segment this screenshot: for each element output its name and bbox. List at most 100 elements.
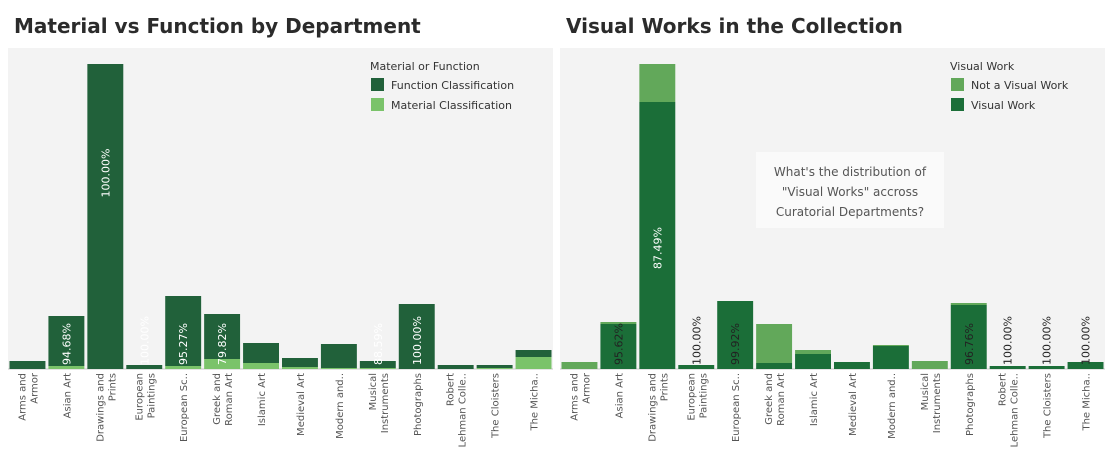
x-tick-label-0-1: Armor [29, 372, 40, 404]
legend-swatch-not-a-visual-work [951, 78, 964, 91]
bar-segment-not-a-visual-work-1 [600, 322, 637, 324]
bar-segment-material-classification-6 [243, 363, 279, 369]
bar-label-1: 94.68% [60, 323, 73, 365]
x-tick-label-13-0: The Micha.. [1082, 373, 1093, 432]
bar-segment-visual-work-7 [834, 362, 870, 369]
bar-segment-visual-work-11 [989, 366, 1026, 369]
bar-label-5: 79.82% [216, 323, 229, 365]
bar-segment-material-classification-4 [165, 366, 202, 369]
bar-label-1: 95.62% [612, 323, 625, 365]
annotation-line-0: What's the distribution of [774, 165, 927, 179]
bar-segment-material-classification-8 [320, 368, 357, 369]
bar-segment-material-classification-5 [204, 359, 241, 369]
bar-segment-not-a-visual-work-0 [561, 362, 598, 369]
bar-segment-function-classification-13 [515, 350, 552, 357]
bar-label-10: 100.00% [411, 316, 424, 365]
legend-title: Visual Work [950, 60, 1015, 73]
x-tick-label-9-0: Musical [920, 373, 931, 410]
x-tick-label-9-1: Instruments [932, 373, 943, 433]
bar-segment-function-classification-12 [476, 365, 513, 368]
bar-segment-visual-work-6 [795, 354, 831, 369]
x-tick-label-3-0: European [134, 373, 145, 421]
chart-title-material-function: Material vs Function by Department [14, 14, 421, 38]
visual-works-svg: Arms and Armor 95.62% Asian Art 87.49% Drawin… [560, 48, 1105, 447]
bar-label-2: 87.49% [651, 227, 664, 269]
bar-segment-function-classification-11 [437, 365, 474, 369]
annotation-box [756, 152, 944, 228]
x-tick-label-5-1: Roman Art [224, 373, 235, 426]
x-tick-label-0-0: Arms and [17, 373, 28, 421]
x-tick-label-10-0: Photographs [965, 373, 976, 436]
x-tick-label-11-0: Robert [446, 373, 457, 406]
x-tick-label-1-0: Asian Art [62, 373, 73, 418]
x-tick-label-8-0: Modern and.. [887, 373, 898, 439]
x-tick-label-2-0: Drawings and [647, 373, 658, 442]
x-tick-label-3-1: Paintings [698, 373, 709, 418]
material-function-chart: Arms and Armor 94.68% Asian Art 100.00% Drawi… [8, 48, 553, 452]
material-function-svg: Arms and Armor 94.68% Asian Art 100.00% Drawi… [8, 48, 553, 447]
x-tick-label-9-1: Instruments [380, 373, 391, 433]
bar-segment-function-classification-0 [9, 361, 46, 369]
visual-works-chart: Arms and Armor 95.62% Asian Art 87.49% Drawin… [560, 48, 1105, 452]
x-tick-label-5-0: Greek and [212, 373, 223, 425]
bar-segment-function-classification-2 [87, 64, 124, 369]
legend-swatch-function-classification [371, 78, 384, 91]
bar-segment-function-classification-4 [165, 296, 202, 366]
legend-label-not-a-visual-work: Not a Visual Work [971, 79, 1069, 92]
bar-segment-not-a-visual-work-9 [911, 361, 948, 369]
x-tick-label-2-1: Prints [659, 373, 670, 401]
annotation-line-1: "Visual Works" accross [782, 185, 918, 199]
legend-title: Material or Function [370, 60, 480, 73]
x-tick-label-7-0: Medieval Art [848, 373, 859, 436]
bar-segment-material-classification-9 [359, 368, 396, 369]
bar-segment-function-classification-6 [243, 343, 279, 363]
x-tick-label-3-1: Paintings [146, 373, 157, 418]
bar-segment-material-classification-12 [476, 368, 513, 369]
bar-label-13: 100.00% [1080, 316, 1093, 365]
bar-segment-visual-work-3 [678, 365, 715, 369]
bar-label-2: 100.00% [99, 149, 112, 198]
x-tick-label-7-0: Medieval Art [296, 373, 307, 436]
x-tick-label-2-0: Drawings and [95, 373, 106, 442]
bar-segment-material-classification-13 [515, 357, 552, 369]
bar-segment-function-classification-3 [126, 365, 163, 369]
bar-label-9: 88.59% [372, 323, 385, 365]
bar-label-4: 95.27% [177, 323, 190, 365]
bar-segment-function-classification-1 [48, 316, 85, 366]
x-tick-label-8-0: Modern and.. [335, 373, 346, 439]
x-tick-label-9-0: Musical [368, 373, 379, 410]
x-tick-label-12-0: The Cloisters [1043, 373, 1054, 439]
x-tick-label-5-0: Greek and [764, 373, 775, 425]
bar-segment-function-classification-7 [282, 358, 318, 367]
legend-label-function-classification: Function Classification [391, 79, 514, 92]
x-tick-label-1-0: Asian Art [614, 373, 625, 418]
bar-label-10: 96.76% [963, 323, 976, 365]
bar-segment-material-classification-1 [48, 366, 85, 369]
bar-segment-not-a-visual-work-6 [795, 350, 831, 354]
bar-segment-not-a-visual-work-8 [872, 345, 909, 346]
bar-segment-visual-work-10 [950, 305, 987, 369]
bar-segment-visual-work-1 [600, 324, 637, 369]
chart-title-visual-works: Visual Works in the Collection [566, 14, 903, 38]
bar-segment-material-classification-7 [282, 367, 318, 369]
bar-segment-visual-work-8 [872, 346, 909, 369]
legend-label-material-classification: Material Classification [391, 99, 512, 112]
x-tick-label-0-1: Armor [581, 372, 592, 404]
annotation-line-2: Curatorial Departments? [776, 205, 924, 219]
bar-segment-not-a-visual-work-2 [639, 64, 676, 102]
x-tick-label-12-0: The Cloisters [491, 373, 502, 439]
bar-segment-not-a-visual-work-5 [756, 324, 793, 363]
x-tick-label-2-1: Prints [107, 373, 118, 401]
legend-swatch-visual-work [951, 98, 964, 111]
bar-label-3: 100.00% [690, 316, 703, 365]
x-tick-label-0-0: Arms and [569, 373, 580, 421]
legend-label-visual-work: Visual Work [971, 99, 1036, 112]
bar-segment-function-classification-9 [359, 361, 396, 368]
bar-segment-visual-work-5 [756, 363, 793, 369]
bar-label-3: 100.00% [138, 316, 151, 365]
bar-segment-visual-work-2 [639, 102, 676, 369]
bar-label-4: 99.92% [729, 323, 742, 365]
x-tick-label-6-0: Islamic Art [809, 373, 820, 426]
bar-segment-function-classification-10 [398, 304, 435, 369]
bar-segment-function-classification-5 [204, 314, 241, 359]
